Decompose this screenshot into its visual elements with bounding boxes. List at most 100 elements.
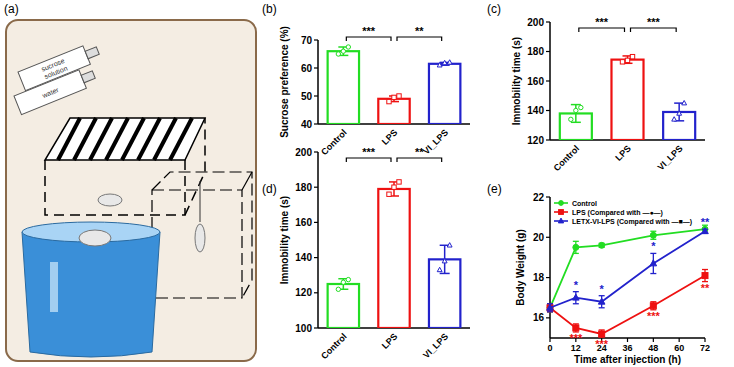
error-bar xyxy=(650,231,656,239)
y-tick-label: 200 xyxy=(295,147,312,158)
error-cap xyxy=(650,231,656,232)
error-cap xyxy=(571,122,581,124)
marker xyxy=(599,242,605,248)
comparison-bracket xyxy=(346,158,391,162)
x-tick-label: 60 xyxy=(674,343,684,353)
bar xyxy=(328,284,359,328)
x-tick-label: LPS xyxy=(380,127,399,146)
x-tick-label: Control xyxy=(319,127,349,157)
y-tick xyxy=(546,51,550,52)
mouse xyxy=(98,194,122,206)
mouse xyxy=(79,230,111,246)
box-back xyxy=(152,172,252,298)
comparison-bracket xyxy=(346,37,391,41)
cage-top xyxy=(45,118,205,160)
panel-label: (b) xyxy=(262,2,277,16)
y-tick-label: 180 xyxy=(295,182,312,193)
error-cap xyxy=(573,291,579,292)
x-tick xyxy=(549,338,550,342)
significance-label: *** xyxy=(647,310,661,322)
bottle-spout xyxy=(81,71,95,83)
marker xyxy=(672,117,677,121)
x-tick-label: Control xyxy=(319,331,349,361)
error-bar xyxy=(573,324,579,332)
error-cap xyxy=(547,311,553,312)
x-tick-label: Control xyxy=(552,143,582,173)
water xyxy=(22,232,160,357)
error-cap xyxy=(599,307,605,308)
marker xyxy=(437,63,442,67)
comparison-bracket xyxy=(397,158,442,162)
y-tick-label: 120 xyxy=(527,135,544,146)
x-tick-label: VI_LPS xyxy=(656,143,685,172)
bar xyxy=(429,64,460,124)
bottle-spout xyxy=(85,47,99,59)
y-tick xyxy=(314,95,318,96)
marker xyxy=(573,325,579,331)
y-tick-label: 60 xyxy=(301,63,313,74)
marker xyxy=(573,294,580,300)
error-cap xyxy=(547,311,553,312)
comparison-bracket xyxy=(631,28,677,32)
y-tick xyxy=(546,317,550,318)
error-cap xyxy=(547,311,553,312)
marker xyxy=(574,108,578,112)
y-axis-label: Immobility time (s) xyxy=(511,37,522,125)
marker xyxy=(447,60,452,64)
marker xyxy=(447,243,452,247)
error-bar xyxy=(547,304,553,312)
background xyxy=(6,20,256,361)
error-bar xyxy=(599,296,605,308)
bar xyxy=(378,99,409,124)
plot-area xyxy=(328,180,461,328)
box-edge xyxy=(242,172,252,190)
beaker xyxy=(22,222,160,357)
series-line xyxy=(550,229,705,308)
marker xyxy=(650,232,656,238)
significance-label: *** xyxy=(647,16,661,28)
y-axis-label: Sucrose preference (%) xyxy=(279,26,290,138)
y-tick-label: 18 xyxy=(533,272,545,283)
error-cap xyxy=(650,273,656,274)
series-line xyxy=(550,276,705,334)
x-tick-label: LPS xyxy=(380,331,399,350)
bottle-label: water xyxy=(40,86,60,100)
comparison-bracket xyxy=(579,28,625,32)
marker xyxy=(336,52,340,56)
x-tick xyxy=(653,338,654,342)
marker xyxy=(392,185,396,189)
y-tick xyxy=(546,277,550,278)
bar xyxy=(378,189,409,328)
marker xyxy=(579,105,583,109)
significance-label: ** xyxy=(701,282,710,294)
marker xyxy=(682,100,687,104)
illustration: (a)sucrosesolutionwater xyxy=(4,2,256,361)
y-tick-label: 20 xyxy=(533,232,545,243)
marker xyxy=(341,49,345,53)
error-cap xyxy=(440,273,450,275)
y-tick xyxy=(546,110,550,111)
x-tick xyxy=(627,338,628,342)
marker xyxy=(346,45,350,49)
y-tick xyxy=(314,39,318,40)
error-cap xyxy=(573,241,579,242)
y-tick-label: 50 xyxy=(301,91,313,102)
significance-label: * xyxy=(651,240,656,252)
error-stem xyxy=(575,105,577,123)
x-tick-label: 36 xyxy=(622,343,632,353)
bar-panel: (d)100120140160180200Immobility time (s)… xyxy=(262,146,470,361)
mouse xyxy=(195,224,205,252)
legend-label: LPS (Compared with —●—) xyxy=(572,209,663,217)
marker xyxy=(392,95,396,99)
error-bar xyxy=(599,243,605,247)
y-tick xyxy=(314,257,318,258)
comparison-bracket xyxy=(397,37,442,41)
plot-area xyxy=(328,45,461,124)
marker xyxy=(341,280,345,284)
marker xyxy=(547,305,553,311)
y-tick-label: 140 xyxy=(527,105,544,116)
y-tick-label: 160 xyxy=(527,76,544,87)
bottle: water xyxy=(14,65,98,114)
marker xyxy=(397,180,401,184)
marker xyxy=(573,244,579,250)
